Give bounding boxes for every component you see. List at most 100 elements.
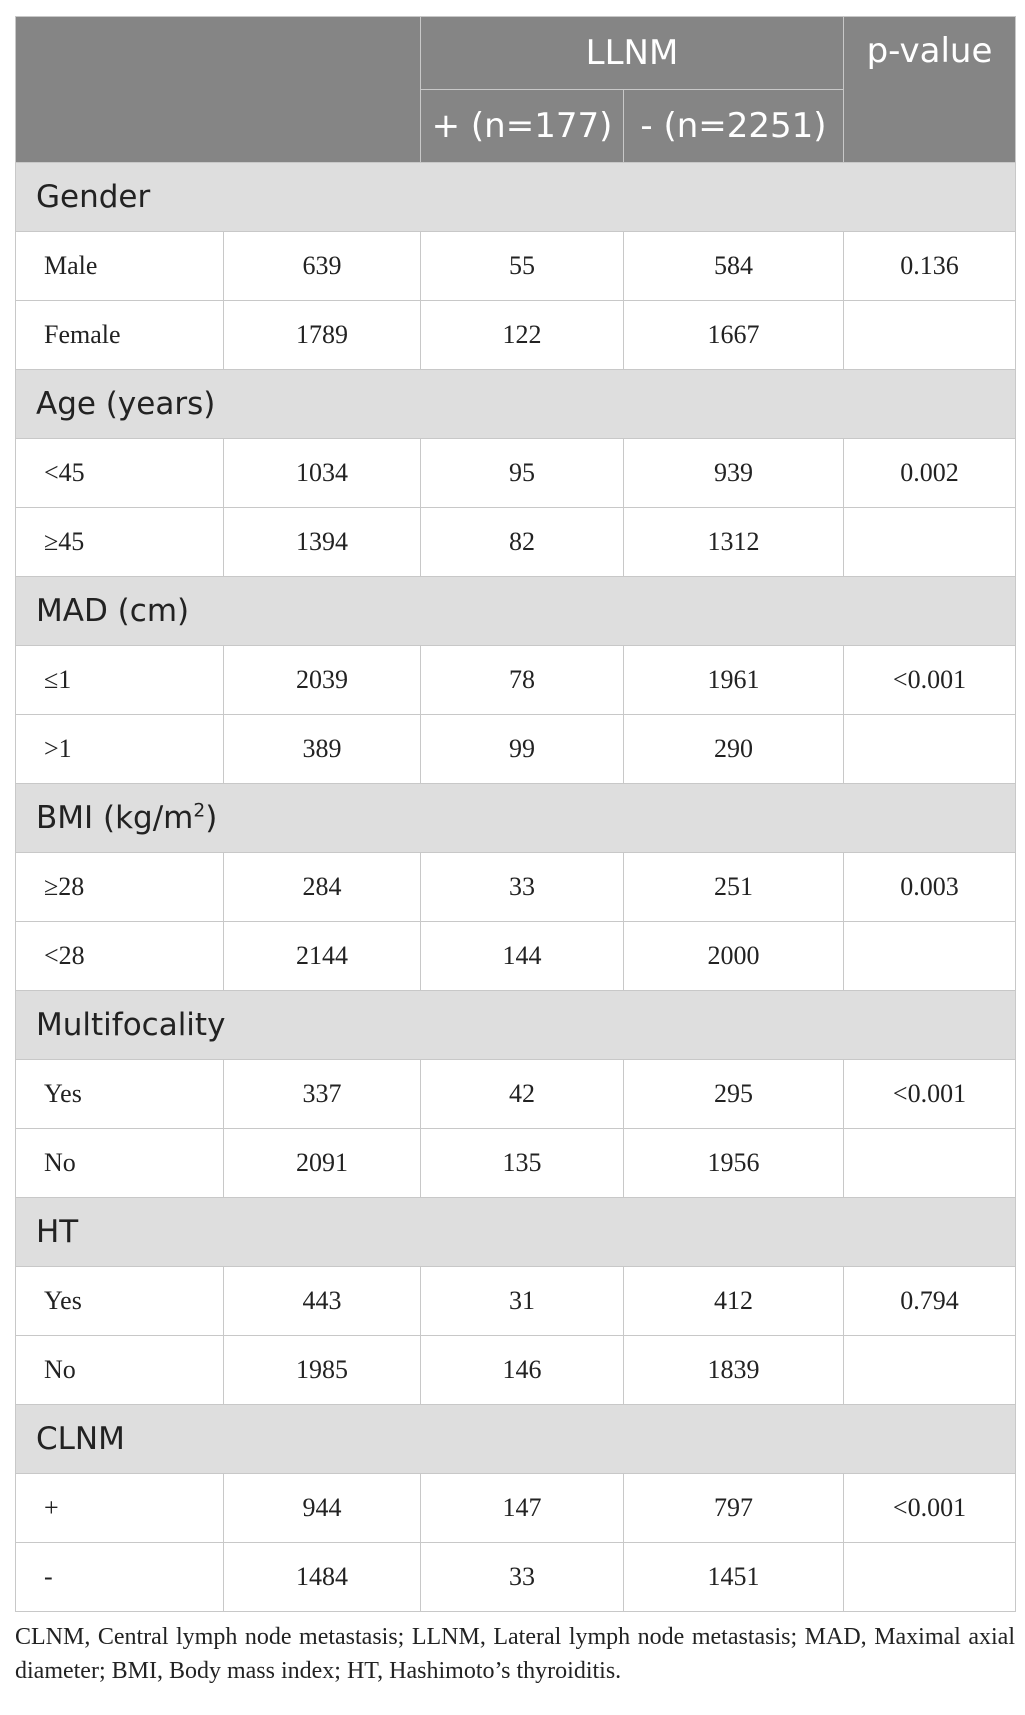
table-row: Yes 443 31 412 0.794	[15, 1266, 1016, 1336]
cell-llnm-negative: 1961	[623, 645, 844, 715]
section-title-text: BMI (kg/m	[36, 800, 194, 836]
row-label: Female	[15, 300, 224, 370]
cell-p-value	[843, 507, 1016, 577]
section-title-superscript: 2	[193, 800, 206, 822]
row-label: ≥28	[15, 852, 224, 922]
table-row: <28 2144 144 2000	[15, 921, 1016, 991]
table-footnote: CLNM, Central lymph node metastasis; LLN…	[15, 1624, 1015, 1684]
cell-llnm-negative: 251	[623, 852, 844, 922]
section-title-text: MAD (cm)	[36, 593, 190, 629]
cell-total: 2144	[223, 921, 421, 991]
cell-total: 1034	[223, 438, 421, 508]
table-row: No 1985 146 1839	[15, 1335, 1016, 1405]
cell-total: 639	[223, 231, 421, 301]
row-label: <28	[15, 921, 224, 991]
table-row: >1 389 99 290	[15, 714, 1016, 784]
header-blank-cell	[15, 16, 421, 163]
section-title: MAD (cm)	[15, 576, 1016, 646]
table-row: +944 147 797 <0.001	[15, 1473, 1016, 1543]
section-title-text: Gender	[36, 179, 151, 215]
cell-llnm-positive: 31	[420, 1266, 624, 1336]
section-title-text: Multifocality	[36, 1007, 226, 1043]
table-row: No 2091 135 1956	[15, 1128, 1016, 1198]
cell-llnm-positive: 99	[420, 714, 624, 784]
table-row: Male 639 55 584 0.136	[15, 231, 1016, 301]
row-label: <45	[15, 438, 224, 508]
cell-llnm-negative: 2000	[623, 921, 844, 991]
section-title-text: HT	[36, 1214, 79, 1250]
section-row: Multifocality	[15, 990, 1016, 1060]
cell-p-value	[843, 1542, 1016, 1612]
row-label: ≤1	[15, 645, 224, 715]
cell-llnm-negative: 1312	[623, 507, 844, 577]
cell-llnm-positive: 146	[420, 1335, 624, 1405]
cell-llnm-negative: 1451	[623, 1542, 844, 1612]
cell-total: 1789	[223, 300, 421, 370]
cell-p-value	[843, 1128, 1016, 1198]
row-label: No	[15, 1128, 224, 1198]
row-label: ≥45	[15, 507, 224, 577]
row-label: >1	[15, 714, 224, 784]
cell-p-value: 0.003	[843, 852, 1016, 922]
cell-llnm-positive: 147	[420, 1473, 624, 1543]
row-label: No	[15, 1335, 224, 1405]
section-row: Age (years)	[15, 369, 1016, 439]
cell-llnm-positive: 33	[420, 1542, 624, 1612]
cell-total: 2091	[223, 1128, 421, 1198]
table-header: LLNM p-value + (n=177) - (n=2251)	[15, 16, 1016, 163]
cell-total: 1484	[223, 1542, 421, 1612]
section-row: Gender	[15, 162, 1016, 232]
cell-llnm-positive: 33	[420, 852, 624, 922]
cell-p-value	[843, 1335, 1016, 1405]
cell-llnm-negative: 797	[623, 1473, 844, 1543]
cell-p-value	[843, 921, 1016, 991]
cell-p-value: <0.001	[843, 1059, 1016, 1129]
cell-llnm-negative: 939	[623, 438, 844, 508]
section-title: CLNM	[15, 1404, 1016, 1474]
section-title: Multifocality	[15, 990, 1016, 1060]
cell-llnm-negative: 584	[623, 231, 844, 301]
cell-llnm-positive: 135	[420, 1128, 624, 1198]
section-title: HT	[15, 1197, 1016, 1267]
header-llnm-positive: + (n=177)	[420, 89, 624, 163]
cell-llnm-positive: 78	[420, 645, 624, 715]
cell-total: 2039	[223, 645, 421, 715]
table-figure: LLNM p-value + (n=177) - (n=2251) Gender…	[15, 16, 1016, 1688]
cell-llnm-positive: 122	[420, 300, 624, 370]
table-body: Gender Male 639 55 584 0.136 Female 1789 122 1667…	[15, 162, 1016, 1612]
cell-p-value	[843, 300, 1016, 370]
cell-llnm-positive: 95	[420, 438, 624, 508]
cell-llnm-positive: 82	[420, 507, 624, 577]
table-row: ≤1 2039 78 1961 <0.001	[15, 645, 1016, 715]
cell-llnm-negative: 1956	[623, 1128, 844, 1198]
cell-p-value: <0.001	[843, 645, 1016, 715]
data-table: LLNM p-value + (n=177) - (n=2251) Gender…	[15, 16, 1016, 1612]
section-row: BMI (kg/m2)	[15, 783, 1016, 853]
cell-llnm-negative: 1839	[623, 1335, 844, 1405]
header-llnm: LLNM	[420, 16, 844, 90]
table-row: ≥45 1394 82 1312	[15, 507, 1016, 577]
cell-llnm-negative: 1667	[623, 300, 844, 370]
cell-llnm-negative: 290	[623, 714, 844, 784]
cell-p-value: 0.136	[843, 231, 1016, 301]
cell-llnm-negative: 295	[623, 1059, 844, 1129]
section-title: Age (years)	[15, 369, 1016, 439]
header-llnm-negative: - (n=2251)	[623, 89, 844, 163]
section-title: Gender	[15, 162, 1016, 232]
cell-llnm-positive: 42	[420, 1059, 624, 1129]
section-title-text: CLNM	[36, 1421, 125, 1457]
cell-total: 337	[223, 1059, 421, 1129]
cell-llnm-positive: 144	[420, 921, 624, 991]
row-label: Yes	[15, 1059, 224, 1129]
table-row: -1484 33 1451	[15, 1542, 1016, 1612]
cell-total: 284	[223, 852, 421, 922]
table-row: Female 1789 122 1667	[15, 300, 1016, 370]
cell-p-value: <0.001	[843, 1473, 1016, 1543]
cell-total: 389	[223, 714, 421, 784]
row-label: +	[15, 1473, 224, 1543]
header-p-value: p-value	[843, 16, 1016, 163]
row-label: Male	[15, 231, 224, 301]
section-row: HT	[15, 1197, 1016, 1267]
cell-total: 1394	[223, 507, 421, 577]
table-row: <45 1034 95 939 0.002	[15, 438, 1016, 508]
